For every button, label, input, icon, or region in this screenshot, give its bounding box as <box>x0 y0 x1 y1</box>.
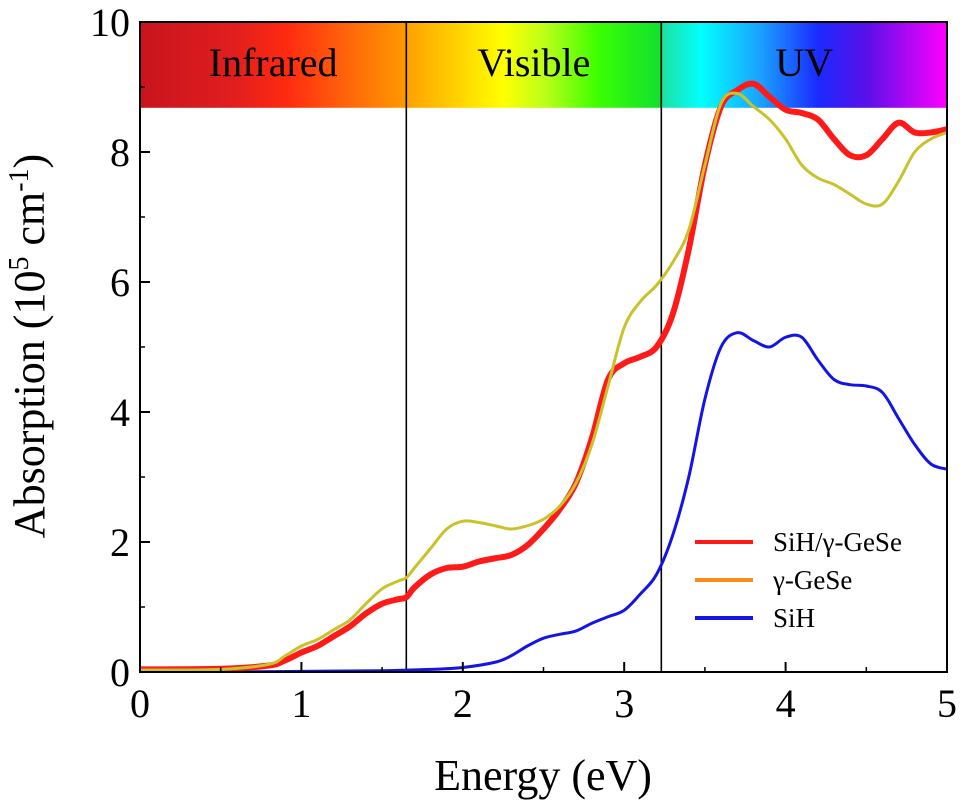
legend-label: γ-GeSe <box>772 565 852 595</box>
y-tick-label: 6 <box>110 260 130 305</box>
series-line-0 <box>140 80 947 672</box>
y-tick-label: 10 <box>90 0 130 45</box>
y-axis-title-unit-exponent: -1 <box>4 168 35 191</box>
y-tick-label: 0 <box>110 650 130 695</box>
y-tick-label: 2 <box>110 520 130 565</box>
series-line-1 <box>140 91 947 672</box>
x-tick-label: 2 <box>453 681 473 726</box>
spectral-bands: Infrared Visible UV <box>140 22 947 108</box>
region-dividers <box>405 22 663 672</box>
band-visible <box>406 22 662 108</box>
x-tick-label: 1 <box>291 681 311 726</box>
x-tick-label: 4 <box>776 681 796 726</box>
y-axis-title-unit: cm <box>5 192 54 257</box>
series-line-2 <box>140 331 947 672</box>
y-axis-title-close: ) <box>5 154 54 169</box>
x-tick-label: 0 <box>130 681 150 726</box>
y-tick-label: 8 <box>110 130 130 175</box>
band-infrared <box>140 22 407 108</box>
legend: SiH/γ-GeSe γ-GeSe SiH <box>695 527 902 633</box>
band-uv <box>661 22 947 108</box>
band-label-uv: UV <box>775 40 833 85</box>
x-tick-label: 5 <box>937 681 957 726</box>
y-axis-title-text: Absorption (10 <box>5 271 54 539</box>
x-axis: 0 1 2 3 4 5 <box>130 662 957 726</box>
y-tick-label: 4 <box>110 390 130 435</box>
band-label-infrared: Infrared <box>209 40 338 85</box>
y-axis-title: Absorption (105 cm-1) <box>4 154 54 538</box>
y-axis: 0 2 4 6 8 10 <box>90 0 150 695</box>
series-layer <box>140 80 947 672</box>
legend-label: SiH/γ-GeSe <box>773 527 902 557</box>
x-tick-label: 3 <box>614 681 634 726</box>
x-axis-title: Energy (eV) <box>434 751 652 800</box>
legend-label: SiH <box>773 603 815 633</box>
band-label-visible: Visible <box>477 40 590 85</box>
y-axis-title-exponent: 5 <box>4 257 35 271</box>
